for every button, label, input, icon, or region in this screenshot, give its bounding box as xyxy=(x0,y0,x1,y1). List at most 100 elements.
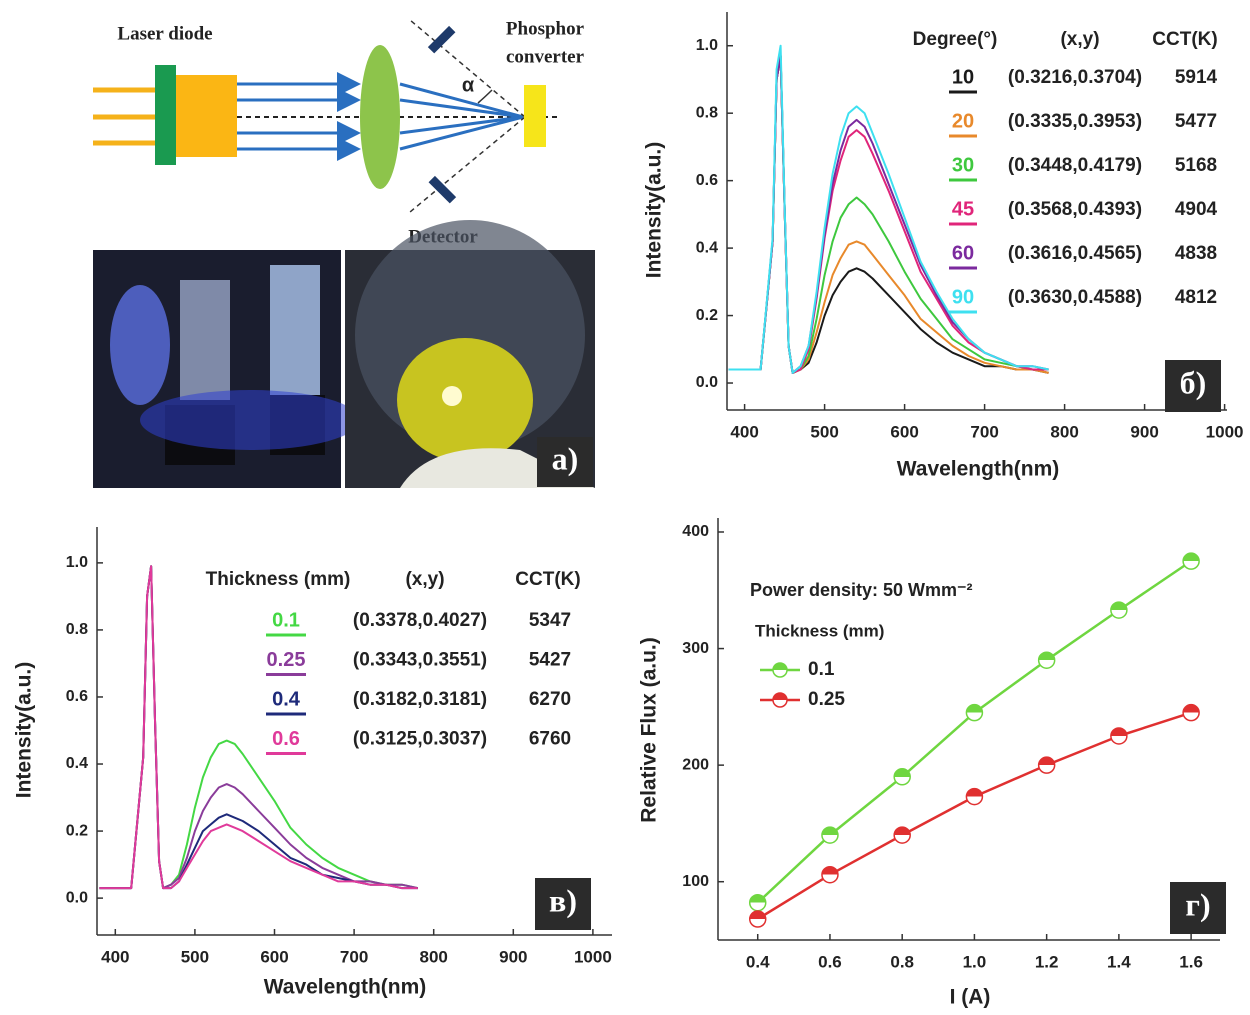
x-tick-label: 800 xyxy=(420,947,448,966)
series-line xyxy=(758,713,1191,919)
legend-label: 20 xyxy=(952,110,974,132)
page: {"diagram": {"labels": ["Laser diode", "… xyxy=(0,0,1250,1015)
legend-xy: (0.3182,0.3181) xyxy=(353,689,487,710)
panel-label: а) xyxy=(552,440,579,476)
legend-xy: (0.3343,0.3551) xyxy=(353,650,487,671)
x-tick-label: 800 xyxy=(1050,422,1078,441)
y-tick-label: 0.4 xyxy=(696,239,718,256)
legend-cct: 5914 xyxy=(1175,67,1218,88)
y-tick-label: 0.8 xyxy=(66,621,88,638)
y-tick-label: 0.2 xyxy=(66,822,88,839)
legend-cct: 5347 xyxy=(529,610,571,631)
label: α xyxy=(462,74,475,96)
y-tick-label: 100 xyxy=(682,873,709,890)
marker xyxy=(966,705,982,721)
panel-label: в) xyxy=(549,882,577,918)
y-tick-label: 0.2 xyxy=(696,307,718,324)
y-tick-label: 1.0 xyxy=(66,554,88,571)
panel-label: г) xyxy=(1185,886,1210,922)
y-tick-label: 400 xyxy=(682,523,709,540)
legend-xy: (0.3568,0.4393) xyxy=(1008,199,1142,220)
x-tick-label: 900 xyxy=(1130,422,1158,441)
x-tick-label: 0.6 xyxy=(818,952,842,971)
legend-label: 0.1 xyxy=(808,659,835,680)
y-tick-label: 0.0 xyxy=(696,374,718,391)
x-tick-label: 1000 xyxy=(1206,422,1244,441)
x-tick-label: 400 xyxy=(101,947,129,966)
marker xyxy=(1039,652,1055,668)
legend-cct: 6760 xyxy=(529,729,571,750)
figure: Laser diode Phosphor converter Detector … xyxy=(0,0,1250,1015)
legend-label: 10 xyxy=(952,66,974,88)
legend-xy: (0.3335,0.3953) xyxy=(1008,111,1142,132)
legend-header: (x,y) xyxy=(1060,29,1099,50)
legend-label: 0.6 xyxy=(272,728,300,750)
legend-header: CCT(K) xyxy=(1152,29,1217,50)
y-tick-label: 300 xyxy=(682,640,709,657)
legend-header: Thickness (mm) xyxy=(206,569,351,590)
legend-xy: (0.3216,0.3704) xyxy=(1008,67,1142,88)
x-tick-label: 900 xyxy=(499,947,527,966)
label: converter xyxy=(506,46,585,67)
y-axis-title: Relative Flux (a.u.) xyxy=(638,637,661,823)
legend-xy: (0.3630,0.4588) xyxy=(1008,287,1142,308)
y-tick-label: 0.6 xyxy=(66,688,88,705)
panel-label: б) xyxy=(1180,364,1207,400)
legend-header: (x,y) xyxy=(405,569,444,590)
marker xyxy=(822,827,838,843)
legend-cct: 5477 xyxy=(1175,111,1217,132)
x-tick-label: 1.6 xyxy=(1179,952,1203,971)
panel-label-box: а) xyxy=(537,437,593,487)
x-tick-label: 700 xyxy=(970,422,998,441)
y-axis-title: Intensity(a.u.) xyxy=(643,142,666,279)
x-tick-label: 1.2 xyxy=(1035,952,1059,971)
legend-label: 90 xyxy=(952,286,974,308)
x-tick-label: 0.4 xyxy=(746,952,770,971)
marker xyxy=(1039,757,1055,773)
schematic: Laser diode Phosphor converter Detector … xyxy=(93,18,585,247)
legend-cct: 5427 xyxy=(529,650,571,671)
x-axis-title: I (A) xyxy=(950,986,991,1009)
marker xyxy=(750,895,766,911)
x-tick-label: 500 xyxy=(181,947,209,966)
marker xyxy=(1111,728,1127,744)
legend-label: 0.1 xyxy=(272,609,300,631)
legend-xy: (0.3616,0.4565) xyxy=(1008,243,1142,264)
legend-title: Thickness (mm) xyxy=(755,621,884,640)
x-tick-label: 500 xyxy=(810,422,838,441)
legend-xy: (0.3378,0.4027) xyxy=(353,610,487,631)
series-line xyxy=(729,46,1049,373)
legend-label: 60 xyxy=(952,242,974,264)
marker xyxy=(822,867,838,883)
legend-swatch xyxy=(773,693,787,707)
annotation: Power density: 50 Wmm⁻² xyxy=(750,580,973,600)
y-tick-label: 0.4 xyxy=(66,755,88,772)
y-tick-label: 0.0 xyxy=(66,889,88,906)
legend-swatch xyxy=(773,663,787,677)
marker xyxy=(894,827,910,843)
marker xyxy=(966,789,982,805)
marker xyxy=(1183,705,1199,721)
legend-xy: (0.3448,0.4179) xyxy=(1008,155,1142,176)
y-axis-title: Intensity(a.u.) xyxy=(13,662,36,799)
marker xyxy=(894,769,910,785)
y-tick-label: 200 xyxy=(682,756,709,773)
legend-cct: 6270 xyxy=(529,689,571,710)
legend-label: 0.25 xyxy=(267,649,306,671)
marker xyxy=(1183,553,1199,569)
legend-xy: (0.3125,0.3037) xyxy=(353,729,487,750)
x-tick-label: 1.4 xyxy=(1107,952,1131,971)
legend-header: Degree(°) xyxy=(913,29,998,50)
y-tick-label: 0.8 xyxy=(696,104,718,121)
y-tick-label: 1.0 xyxy=(696,37,718,54)
photos xyxy=(93,220,595,488)
x-tick-label: 1.0 xyxy=(963,952,987,971)
x-axis-title: Wavelength(nm) xyxy=(264,976,427,999)
x-tick-label: 400 xyxy=(730,422,758,441)
x-tick-label: 0.8 xyxy=(890,952,914,971)
legend-cct: 4838 xyxy=(1175,243,1217,264)
label: Phosphor xyxy=(506,18,585,39)
legend-label: 0.25 xyxy=(808,689,845,710)
marker xyxy=(1111,602,1127,618)
legend-header: CCT(K) xyxy=(515,569,580,590)
